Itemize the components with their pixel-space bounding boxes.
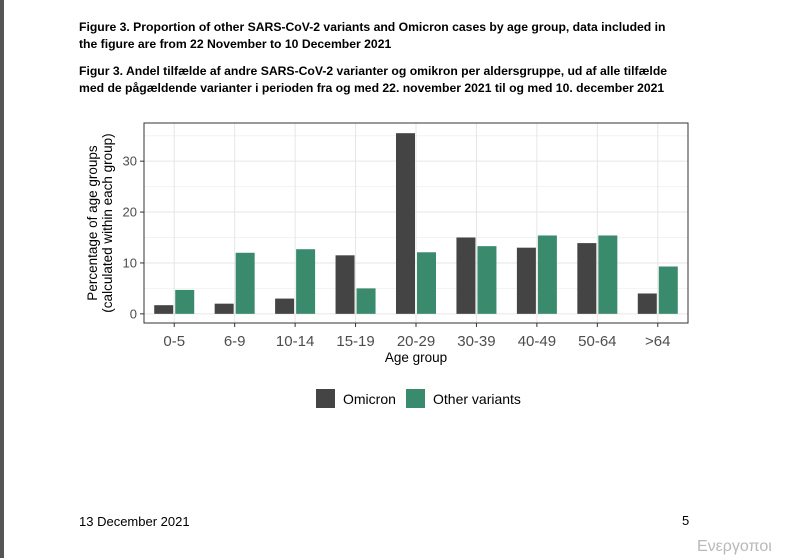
bar-omicron: [637, 293, 657, 314]
x-tick-label: 20-29: [397, 333, 435, 350]
figure-caption-danish: Figur 3. Andel tilfælde af andre SARS-Co…: [79, 64, 668, 95]
bar-omicron: [577, 243, 597, 314]
bar-omicron: [335, 255, 355, 314]
x-tick-label: 40-49: [518, 333, 556, 350]
bar-omicron: [516, 247, 536, 314]
bar-other-variants: [175, 289, 195, 314]
y-tick-label: 20: [123, 205, 137, 220]
bar-other-variants: [477, 246, 497, 314]
figure-caption-english: Figure 3. Proportion of other SARS-CoV-2…: [79, 20, 666, 51]
legend-swatch-other-variants: [406, 389, 425, 408]
bar-other-variants: [296, 249, 316, 314]
bar-other-variants: [658, 266, 678, 314]
bar-other-variants: [417, 252, 436, 314]
x-tick-label: 10-14: [276, 333, 314, 350]
legend-label-other-variants: Other variants: [433, 391, 521, 407]
bar-other-variants: [356, 288, 376, 314]
activation-watermark: Ενεργοποι: [697, 538, 772, 555]
y-tick-label: 10: [123, 255, 137, 270]
bar-omicron: [214, 303, 234, 314]
legend-label-omicron: Omicron: [343, 391, 396, 407]
x-tick-label: 0-5: [163, 333, 185, 350]
bar-omicron: [154, 305, 174, 314]
y-tick-label: 0: [130, 306, 137, 321]
x-tick-label: >64: [645, 333, 670, 350]
y-axis-title-line-1: Percentage of age groups: [85, 145, 100, 301]
bar-omicron: [456, 237, 476, 314]
page-left-border: [0, 0, 4, 558]
x-tick-label: 6-9: [224, 333, 246, 350]
bar-other-variants: [537, 235, 557, 314]
bar-omicron: [396, 133, 415, 314]
footer-date: 13 December 2021: [79, 514, 190, 529]
x-tick-label: 50-64: [578, 333, 616, 350]
bar-other-variants: [235, 252, 255, 314]
x-axis-title: Age group: [385, 350, 447, 365]
bar-chart: 0 10 20 30 0-5 6-9 10-14 15-19 20-29 30-39 40-49 50…: [85, 122, 689, 408]
legend-swatch-omicron: [316, 389, 335, 408]
y-tick-label: 30: [123, 154, 137, 169]
y-axis-title-line-2: (calculated within each group): [100, 133, 115, 312]
bar-other-variants: [598, 235, 618, 314]
bar-omicron: [275, 298, 295, 314]
x-tick-label: 15-19: [336, 333, 374, 350]
x-tick-label: 30-39: [457, 333, 495, 350]
page-number: 5: [682, 513, 690, 528]
